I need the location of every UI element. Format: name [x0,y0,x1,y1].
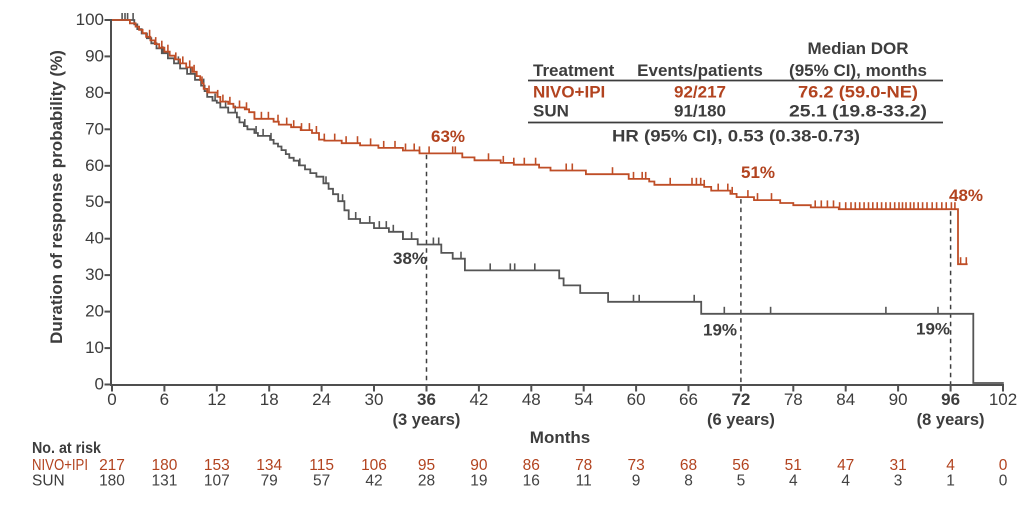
svg-text:30: 30 [365,390,384,409]
svg-text:68: 68 [680,457,697,474]
svg-text:72: 72 [731,390,750,409]
svg-text:102: 102 [989,390,1017,409]
svg-text:Months: Months [530,428,590,447]
svg-text:19: 19 [470,473,487,490]
svg-text:NIVO+IPI: NIVO+IPI [32,457,88,474]
svg-text:48%: 48% [949,186,983,205]
svg-text:HR (95% CI), 0.53 (0.38-0.73): HR (95% CI), 0.53 (0.38-0.73) [612,127,860,146]
svg-text:12: 12 [207,390,226,409]
svg-text:31: 31 [889,457,906,474]
svg-text:(95% CI), months: (95% CI), months [789,61,927,80]
svg-text:30: 30 [85,265,104,284]
svg-text:42: 42 [365,473,382,490]
svg-text:19%: 19% [703,321,737,340]
svg-text:No. at risk: No. at risk [32,440,101,457]
svg-text:16: 16 [523,473,540,490]
svg-text:115: 115 [309,457,334,474]
svg-text:90: 90 [470,457,488,474]
svg-text:51: 51 [785,457,802,474]
svg-text:0: 0 [999,473,1008,490]
svg-text:106: 106 [361,457,387,474]
svg-text:153: 153 [204,457,230,474]
svg-text:SUN: SUN [533,102,569,121]
svg-text:5: 5 [737,473,746,490]
svg-text:36: 36 [417,390,436,409]
svg-text:11: 11 [576,473,592,490]
svg-text:48: 48 [522,390,541,409]
svg-text:54: 54 [574,390,593,409]
svg-text:107: 107 [204,473,230,490]
svg-text:51%: 51% [741,163,775,182]
svg-text:80: 80 [85,83,104,102]
svg-text:0: 0 [999,457,1008,474]
svg-text:66: 66 [679,390,698,409]
svg-text:40: 40 [85,229,104,248]
svg-text:90: 90 [85,46,104,65]
svg-text:Treatment: Treatment [533,61,615,80]
svg-text:0: 0 [107,390,116,409]
svg-text:63%: 63% [431,127,465,146]
svg-text:38%: 38% [393,249,427,268]
svg-text:73: 73 [627,457,644,474]
svg-text:79: 79 [261,473,278,490]
svg-text:4: 4 [841,473,850,490]
svg-text:6: 6 [160,390,169,409]
svg-text:78: 78 [575,457,592,474]
svg-text:180: 180 [99,473,125,490]
svg-text:90: 90 [889,390,908,409]
svg-text:100: 100 [76,10,104,29]
svg-text:10: 10 [85,338,104,357]
svg-text:SUN: SUN [32,473,65,490]
svg-text:(8 years): (8 years) [917,411,985,429]
svg-text:1: 1 [946,473,955,490]
svg-text:8: 8 [684,473,693,490]
svg-text:70: 70 [85,119,104,138]
svg-text:180: 180 [151,457,177,474]
svg-text:Duration of response probabili: Duration of response probability (%) [47,50,66,344]
svg-text:20: 20 [85,302,104,321]
svg-text:92/217: 92/217 [674,83,726,102]
svg-text:0: 0 [95,375,104,394]
svg-text:4: 4 [789,473,798,490]
svg-text:96: 96 [941,390,960,409]
svg-text:42: 42 [469,390,488,409]
svg-text:60: 60 [627,390,646,409]
svg-text:28: 28 [418,473,435,490]
svg-text:131: 131 [151,473,177,490]
svg-text:86: 86 [523,457,540,474]
svg-text:19%: 19% [916,320,950,339]
svg-text:(3 years): (3 years) [393,411,461,429]
svg-text:76.2 (59.0-NE): 76.2 (59.0-NE) [798,83,918,102]
svg-text:84: 84 [836,390,855,409]
svg-text:25.1 (19.8-33.2): 25.1 (19.8-33.2) [789,102,927,121]
svg-text:57: 57 [313,473,330,490]
svg-text:4: 4 [946,457,955,474]
svg-text:217: 217 [99,457,125,474]
svg-text:Median DOR: Median DOR [807,39,908,58]
svg-text:18: 18 [260,390,279,409]
svg-text:91/180: 91/180 [674,102,726,121]
svg-text:3: 3 [894,473,903,490]
svg-text:Events/patients: Events/patients [637,61,763,80]
svg-text:60: 60 [85,156,104,175]
svg-text:50: 50 [85,192,104,211]
svg-text:NIVO+IPI: NIVO+IPI [533,83,605,102]
svg-text:9: 9 [632,473,641,490]
svg-text:78: 78 [784,390,803,409]
svg-text:95: 95 [418,457,435,474]
svg-text:(6 years): (6 years) [707,411,775,429]
svg-text:47: 47 [837,457,854,474]
svg-text:134: 134 [256,457,282,474]
svg-text:56: 56 [732,457,749,474]
svg-text:24: 24 [312,390,331,409]
